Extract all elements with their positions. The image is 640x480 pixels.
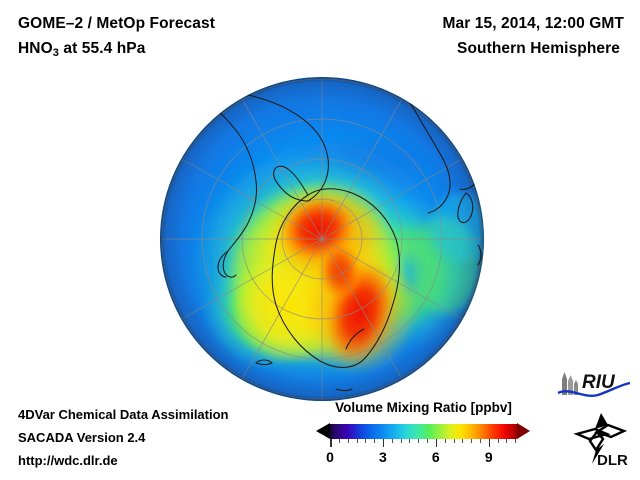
- header-right: Mar 15, 2014, 12:00 GMT Southern Hemisph…: [352, 11, 624, 61]
- globe-disc: [160, 77, 484, 401]
- map-svg: [160, 77, 484, 401]
- hemisphere-label: Southern Hemisphere: [457, 40, 620, 57]
- colorbar-minor-tick: [444, 439, 446, 443]
- colorbar-minor-tick: [462, 439, 464, 443]
- colorbar-over-arrow-icon: [517, 423, 530, 439]
- colorbar-ticks: [330, 439, 517, 447]
- colorbar-minor-tick: [391, 439, 393, 443]
- colorbar-major-tick: [382, 439, 385, 447]
- forecast-datetime: Mar 15, 2014, 12:00 GMT: [442, 15, 624, 32]
- colorbar-row: [316, 422, 531, 447]
- colorbar-minor-tick: [365, 439, 367, 443]
- colorbar-tick-label: 9: [484, 449, 493, 465]
- species-subscript: 3: [52, 47, 59, 59]
- colorbar-minor-tick: [506, 439, 508, 443]
- colorbar-tick-label: 0: [326, 449, 334, 465]
- species-title: HNO3 at 55.4 hPa: [18, 36, 318, 63]
- species-prefix: HNO: [18, 40, 53, 57]
- colorbar-tick-label: 3: [378, 449, 387, 465]
- colorbar-minor-tick: [374, 439, 376, 443]
- species-suffix: at 55.4 hPa: [58, 40, 146, 57]
- colorbar-tick-labels: 0 3 6 9: [316, 449, 531, 467]
- colorbar-major-tick: [435, 439, 438, 447]
- colorbar-minor-tick: [400, 439, 402, 443]
- colorbar-minor-tick: [497, 439, 499, 443]
- colorbar-minor-tick: [515, 439, 517, 443]
- riu-logo: RIU: [556, 369, 632, 403]
- riu-wave-icon: [557, 381, 631, 398]
- riu-wordmark: RIU: [582, 372, 616, 393]
- dlr-logo: DLR: [567, 412, 631, 469]
- dlr-wordmark: DLR: [597, 452, 628, 468]
- colorbar-tick-label: 6: [431, 449, 440, 465]
- colorbar-minor-tick: [338, 439, 340, 443]
- colorbar-under-arrow-icon: [316, 423, 330, 439]
- colorbar: Volume Mixing Ratio [ppbv] 0 3 6 9: [316, 400, 531, 467]
- colorbar-minor-tick: [453, 439, 455, 443]
- dlr-mark-icon: [573, 413, 628, 464]
- riu-spires-icon: [562, 372, 578, 395]
- map-data-layer: [160, 77, 484, 401]
- colorbar-minor-tick: [418, 439, 420, 443]
- instrument-title: GOME–2 / MetOp Forecast: [18, 15, 215, 32]
- footer-line-version: SACADA Version 2.4: [18, 430, 146, 445]
- colorbar-gradient: [330, 424, 517, 439]
- colorbar-major-tick: [488, 439, 491, 447]
- footer-credits: 4DVar Chemical Data Assimilation SACADA …: [18, 403, 229, 472]
- colorbar-minor-tick: [480, 439, 481, 443]
- footer-line-method: 4DVar Chemical Data Assimilation: [18, 407, 229, 422]
- colorbar-title: Volume Mixing Ratio [ppbv]: [335, 400, 512, 415]
- header-left: GOME–2 / MetOp Forecast HNO3 at 55.4 hPa: [18, 11, 318, 63]
- colorbar-minor-tick: [347, 439, 349, 443]
- colorbar-minor-tick: [427, 439, 428, 443]
- footer-line-url[interactable]: http://wdc.dlr.de: [18, 453, 118, 468]
- colorbar-minor-tick: [409, 439, 411, 443]
- colorbar-minor-tick: [356, 439, 358, 443]
- globe-map: [160, 77, 484, 401]
- colorbar-major-tick: [330, 439, 332, 447]
- colorbar-minor-tick: [471, 439, 473, 443]
